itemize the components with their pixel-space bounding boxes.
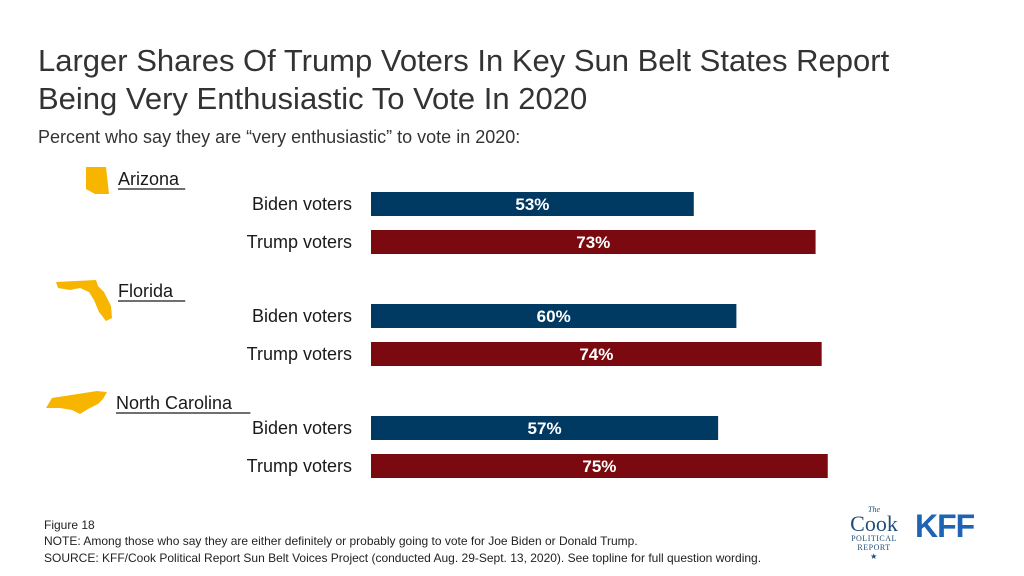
- bar-value-label: 60%: [537, 307, 571, 326]
- biden-bar: [371, 304, 737, 328]
- bar-category-label: Trump voters: [247, 232, 352, 252]
- cook-political-report-logo: The Cook POLITICAL REPORT ★: [850, 505, 898, 562]
- note-text: NOTE: Among those who say they are eithe…: [44, 534, 638, 548]
- bar-chart: Arizona Biden voters 53% Trump voters 73% Flo…: [46, 167, 828, 478]
- bar-value-label: 75%: [582, 457, 616, 476]
- state-label: Arizona: [118, 169, 180, 189]
- source-text: SOURCE: KFF/Cook Political Report Sun Be…: [44, 551, 762, 565]
- bar-category-label: Biden voters: [252, 306, 352, 326]
- trump-bar: [371, 342, 822, 366]
- figure-number: Figure 18: [44, 518, 95, 532]
- biden-bar: [371, 192, 694, 216]
- arizona-map-icon: [86, 167, 109, 194]
- bar-value-label: 57%: [528, 419, 562, 438]
- north-carolina-map-icon: [46, 391, 107, 414]
- state-label: Florida: [118, 281, 174, 301]
- bar-category-label: Trump voters: [247, 456, 352, 476]
- bar-value-label: 53%: [515, 195, 549, 214]
- bar-category-label: Biden voters: [252, 194, 352, 214]
- trump-bar: [371, 230, 816, 254]
- biden-bar: [371, 416, 719, 440]
- bar-value-label: 74%: [579, 345, 613, 364]
- chart-title: Larger Shares Of Trump Voters In Key Sun…: [38, 43, 890, 116]
- kff-logo: KFF: [915, 508, 975, 544]
- florida-map-icon: [56, 280, 112, 321]
- bar-value-label: 73%: [576, 233, 610, 252]
- chart-subtitle: Percent who say they are “very enthusias…: [38, 127, 521, 147]
- bar-category-label: Biden voters: [252, 418, 352, 438]
- bar-category-label: Trump voters: [247, 344, 352, 364]
- state-label: North Carolina: [116, 393, 233, 413]
- trump-bar: [371, 454, 828, 478]
